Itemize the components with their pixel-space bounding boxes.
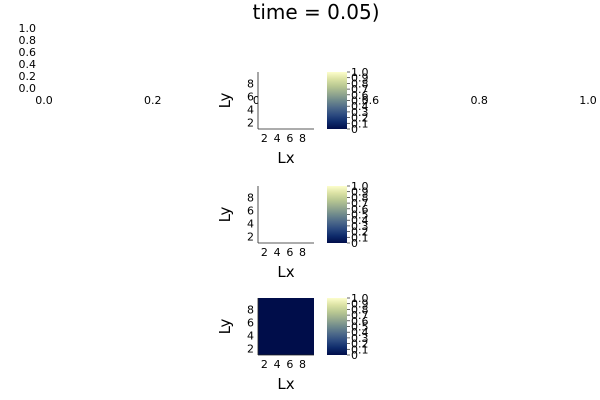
colorbar-tick-label: 0.5	[351, 95, 369, 108]
figure-title: time = 0.05)	[253, 0, 380, 24]
x-tick-label: 8	[299, 132, 306, 145]
colorbar-tick-label: 0.2	[351, 112, 369, 125]
colorbar	[327, 186, 347, 243]
x-tick-label: 8	[299, 246, 306, 259]
colorbar-tick-label: 0.7	[351, 197, 369, 210]
x-tick-label: 2	[261, 246, 268, 259]
colorbar-tick-label: 0.5	[351, 209, 369, 222]
colorbar-tick-label: 0.7	[351, 83, 369, 96]
x-tick-label: 6	[286, 358, 293, 371]
heatmap-panel: 2 4 6 82468LxLy00.10.20.30.40.50.60.70.80.9…	[216, 180, 369, 281]
bg-y-tick-label: 0.0	[19, 82, 37, 95]
colorbar-tick-label: 0.3	[351, 332, 369, 345]
x-tick-label: 4	[274, 358, 281, 371]
y-tick-label: 6	[247, 205, 254, 218]
bg-x-tick-label: 0.2	[144, 94, 162, 107]
colorbar-tick-label: 0.1	[351, 343, 369, 356]
colorbar-tick-label: 0.2	[351, 338, 369, 351]
colorbar-tick-label: 1.0	[351, 292, 369, 305]
colorbar-tick-label: 0.9	[351, 72, 369, 85]
colorbar-tick-label: 0.3	[351, 220, 369, 233]
colorbar-tick-label: 1.0	[351, 180, 369, 193]
colorbar-tick-label: 0.7	[351, 309, 369, 322]
colorbar-tick-label: 0.4	[351, 214, 369, 227]
colorbar-tick-label: 0.2	[351, 226, 369, 239]
bg-y-tick-label: 0.4	[19, 58, 37, 71]
y-tick-label: 2	[247, 231, 254, 244]
colorbar	[327, 298, 347, 355]
bg-x-tick-label: 1.0	[579, 94, 597, 107]
y-tick-label: 6	[247, 91, 254, 104]
bg-x-tick-label: 0.8	[470, 94, 488, 107]
y-axis-label: Ly	[216, 318, 234, 334]
colorbar-tick-label: 0.3	[351, 106, 369, 119]
x-tick-label: 4	[274, 246, 281, 259]
heatmap-field	[258, 298, 314, 355]
x-tick-label: 2	[261, 358, 268, 371]
heatmap-field	[258, 72, 314, 129]
bg-x-tick-label: 0.6	[362, 94, 380, 107]
y-axis-label: Ly	[216, 206, 234, 222]
y-tick-label: 4	[247, 218, 254, 231]
y-tick-label: 8	[247, 304, 254, 317]
colorbar-tick-label: 0.4	[351, 326, 369, 339]
colorbar-tick-label: 0.8	[351, 191, 369, 204]
colorbar-tick-label: 0.5	[351, 321, 369, 334]
heatmap-field	[258, 186, 314, 243]
x-axis-label: Lx	[277, 375, 294, 393]
y-tick-label: 6	[247, 317, 254, 330]
bg-y-tick-label: 0.6	[19, 46, 37, 59]
x-tick-label: 4	[274, 132, 281, 145]
bg-y-tick-label: 0.8	[19, 34, 37, 47]
colorbar-tick-label: 0.9	[351, 186, 369, 199]
colorbar-tick-label: 0.8	[351, 303, 369, 316]
colorbar-tick-label: 1.0	[351, 66, 369, 79]
colorbar-tick-label: 0.6	[351, 315, 369, 328]
heatmap-panel: 2 4 6 82468LxLy00.10.20.30.40.50.60.70.80.9…	[216, 66, 369, 167]
x-tick-label: 2	[261, 132, 268, 145]
y-tick-label: 4	[247, 104, 254, 117]
x-axis-label: Lx	[277, 149, 294, 167]
heatmap-panels: 2 4 6 82468LxLy00.10.20.30.40.50.60.70.80.9…	[216, 66, 369, 393]
bg-y-tick-label: 1.0	[19, 22, 37, 35]
colorbar-tick-label: 0.4	[351, 100, 369, 113]
colorbar-tick-label: 0.6	[351, 89, 369, 102]
y-axis-label: Ly	[216, 92, 234, 108]
colorbar	[327, 72, 347, 129]
x-tick-label: 8	[299, 358, 306, 371]
colorbar-tick-label: 0	[351, 237, 358, 250]
y-tick-label: 4	[247, 330, 254, 343]
x-axis-label: Lx	[277, 263, 294, 281]
colorbar-tick-label: 0.8	[351, 77, 369, 90]
bg-y-tick-label: 0.2	[19, 70, 37, 83]
colorbar-tick-label: 0.6	[351, 203, 369, 216]
y-tick-label: 2	[247, 117, 254, 130]
x-tick-label: 6	[286, 132, 293, 145]
colorbar-tick-label: 0.1	[351, 117, 369, 130]
x-tick-label: 6	[286, 246, 293, 259]
heatmap-panel: 2 4 6 82468LxLy00.10.20.30.40.50.60.70.80.9…	[216, 292, 369, 393]
y-tick-label: 8	[247, 78, 254, 91]
colorbar-tick-label: 0.9	[351, 298, 369, 311]
colorbar-tick-label: 0	[351, 123, 358, 136]
y-tick-label: 2	[247, 343, 254, 356]
bg-x-tick-label: 0.0	[35, 94, 53, 107]
background-axis: 0.00.20.40.60.81.00.00.20.40.60.81.0	[19, 22, 597, 107]
colorbar-tick-label: 0	[351, 349, 358, 362]
y-tick-label: 8	[247, 192, 254, 205]
colorbar-tick-label: 0.1	[351, 231, 369, 244]
